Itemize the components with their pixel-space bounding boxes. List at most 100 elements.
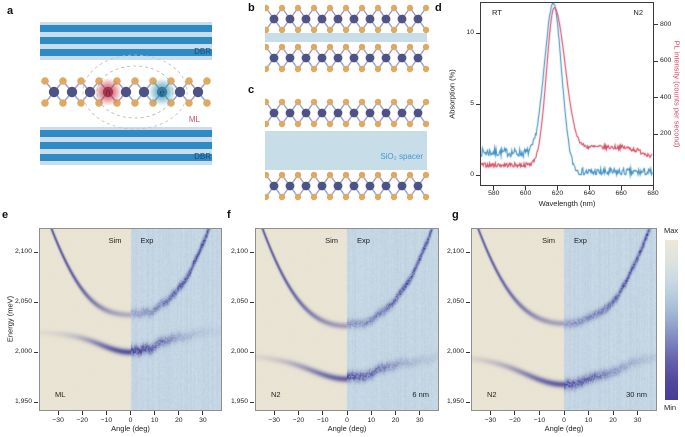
angle-axis-label: Angle (deg) (544, 424, 584, 433)
y-tick-label: 2,050 (14, 298, 32, 305)
x-tick-label: −10 (100, 417, 113, 424)
microcavity-schematic: h e DBR DBR ML (40, 22, 212, 165)
x-tick (395, 411, 397, 415)
x-tick-label: 680 (647, 190, 659, 197)
x-tick (322, 411, 324, 415)
x-tick (493, 186, 495, 190)
wavelength-axis-label: Wavelength (nm) (538, 199, 596, 208)
y-tick-left (476, 32, 480, 34)
y-tick (466, 351, 470, 353)
dispersion-ml-frame (39, 228, 222, 411)
dbr-mirror-bottom (40, 127, 212, 165)
x-tick (419, 411, 421, 415)
x-tick (105, 411, 107, 415)
y-tick-label: 2,000 (14, 348, 32, 355)
x-tick (81, 411, 83, 415)
x-tick-label: −30 (268, 417, 280, 424)
panel-letter-d: d (435, 2, 442, 14)
y-tick (466, 301, 470, 303)
x-tick (588, 411, 590, 415)
x-tick (556, 186, 558, 190)
x-tick-label: 30 (199, 417, 207, 424)
x-tick (514, 411, 516, 415)
monolayer-lattice (41, 77, 211, 107)
x-tick-label: 30 (633, 417, 642, 424)
y-tick (466, 251, 470, 253)
y-tick-label: 1,950 (14, 398, 32, 405)
dispersion-30nm-frame (471, 228, 657, 411)
y-tick-label: 1,950 (446, 398, 464, 405)
x-tick (57, 411, 59, 415)
y-tick-left (476, 103, 480, 105)
exciton-orbit-inner (96, 65, 174, 119)
dbr-bottom-label: DBR (194, 152, 211, 161)
corner-label-right: 6 nm (412, 390, 429, 399)
x-tick-label: −30 (484, 417, 497, 424)
y-tick-right-label: 800 (660, 20, 672, 28)
x-tick (154, 411, 156, 415)
y-tick-left-label: 10 (466, 29, 474, 36)
corner-label-left: ML (55, 390, 66, 399)
monolayer-lattice-top (265, 4, 430, 34)
y-tick-label: 1,950 (230, 398, 248, 405)
y-tick-label: 2,100 (14, 248, 32, 255)
y-tick-label: 2,100 (230, 248, 248, 255)
dispersion-6nm-canvas (256, 229, 438, 410)
y-tick-right (654, 133, 658, 135)
panel-letter-b: b (248, 2, 255, 14)
x-tick-label: 10 (150, 417, 159, 424)
hole-glow (94, 78, 122, 106)
x-tick-label: −20 (292, 417, 305, 424)
ml-label: ML (189, 115, 201, 124)
y-tick (250, 251, 254, 253)
panel-letter-c: c (248, 84, 255, 96)
x-tick-label: −20 (76, 417, 88, 424)
spectrum-plot-frame (480, 2, 654, 186)
y-tick-left-label: 0 (470, 171, 474, 178)
electron-glow (148, 78, 176, 106)
y-tick-label: 2,050 (230, 298, 248, 305)
hole-label: h (105, 88, 110, 99)
x-tick-label: −30 (52, 417, 64, 424)
monolayer-lattice-top (265, 98, 430, 128)
bilayer-thin-spacer-schematic (265, 4, 430, 73)
sio2-spacer (265, 131, 427, 170)
exciton-orbit-outer (82, 54, 188, 130)
x-tick-label: 30 (416, 417, 424, 424)
corner-label-left: N2 (487, 390, 497, 399)
x-tick-label: 20 (174, 417, 183, 424)
spectrum-annotation-rt: RT (492, 8, 502, 17)
x-tick-label: 600 (519, 190, 532, 197)
x-tick-label: 0 (345, 417, 349, 424)
x-tick (637, 411, 639, 415)
x-tick-label: 0 (562, 417, 566, 424)
dbr-top-label: DBR (194, 47, 211, 56)
x-tick-label: 10 (367, 417, 376, 424)
x-tick-label: −10 (316, 417, 329, 424)
y-tick (250, 351, 254, 353)
sim-label: Sim (542, 236, 555, 245)
x-tick (202, 411, 204, 415)
x-tick (538, 411, 540, 415)
thin-spacer (265, 33, 427, 42)
exp-label: Exp (140, 236, 154, 245)
spectrum-plot-canvas (481, 3, 653, 185)
x-tick-label: 20 (609, 417, 617, 424)
sim-label: Sim (108, 236, 122, 245)
y-tick-left (476, 174, 480, 176)
bilayer-sio2-spacer-schematic: SiO₂ spacer (265, 98, 430, 201)
dispersion-ml-canvas (40, 229, 221, 410)
x-tick (563, 411, 565, 415)
monolayer-lattice-bottom (265, 171, 430, 201)
y-tick (34, 301, 38, 303)
y-tick (34, 401, 38, 403)
y-tick-left-label: 5 (470, 100, 474, 107)
y-tick-right-label: 400 (660, 93, 672, 101)
colorbar-min-label: Min (664, 403, 677, 412)
x-tick (525, 186, 527, 190)
dispersion-30nm-canvas (472, 229, 656, 410)
x-tick (620, 186, 622, 190)
panel-letter-a: a (7, 5, 14, 17)
sim-label: Sim (325, 236, 338, 245)
